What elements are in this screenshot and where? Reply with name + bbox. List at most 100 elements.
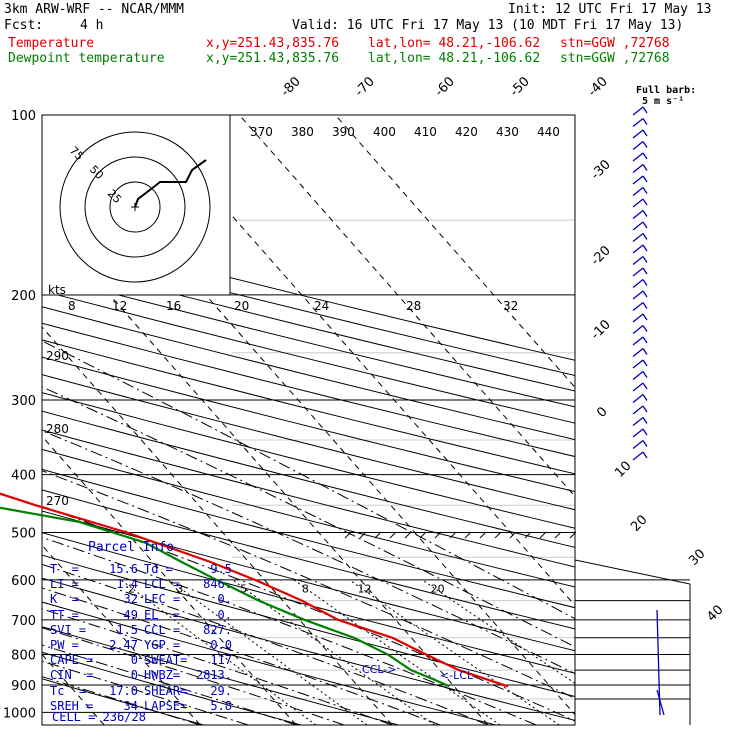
wind-barb-flag (642, 405, 648, 413)
wind-barb-flag (642, 290, 648, 298)
legend-temperature: Temperature (8, 36, 95, 51)
wind-barb-flag (642, 198, 648, 206)
speed-tick-label: 12 (112, 299, 127, 313)
wind-barb-flag (642, 106, 648, 114)
barb-key-title: Full barb: (636, 85, 697, 96)
wind-barb-flag (642, 279, 648, 286)
parcel-label: Td = (144, 562, 173, 576)
wind-barb-flag (642, 221, 648, 229)
speed-tick-label: 16 (166, 299, 181, 313)
level-tick (539, 531, 547, 539)
wind-barb (632, 451, 644, 461)
wind-barb-flag (642, 371, 648, 378)
level-tick (419, 531, 427, 539)
parcel-label: CAPE = (50, 653, 94, 668)
wind-barb (632, 359, 644, 369)
parcel-label: CIN = (50, 668, 94, 683)
wind-barb-flag (642, 152, 648, 160)
parcel-value: 0.0 (210, 638, 232, 652)
mixing-ratio-line (232, 579, 435, 725)
dry-adiabat (42, 306, 575, 441)
dry-adiabat (42, 448, 575, 588)
isotherm-line (42, 217, 489, 725)
lcl-annotation: <-LCL (440, 669, 474, 682)
isotherms (42, 115, 575, 725)
parcel-label: HWBZ= (144, 668, 181, 683)
parcel-value: 29. (210, 683, 232, 698)
theta-label: 290 (46, 349, 69, 363)
mixing-ratio-line (293, 579, 501, 725)
wind-barb (632, 255, 644, 266)
parcel-label: SHEAR= (144, 683, 188, 698)
theta-e-label: 440 (537, 125, 560, 139)
theta-e-label: 420 (455, 125, 478, 139)
dry-adiabat (42, 274, 575, 408)
dry-adiabat (42, 577, 575, 721)
dry-adiabat (42, 259, 575, 392)
isotherm-label: 10 (612, 459, 634, 481)
dew-latlon: lat,lon= 48.21,-106.62 (368, 51, 541, 66)
wind-barb (632, 382, 644, 392)
wind-barb (632, 313, 644, 323)
parcel-label: K = (50, 592, 79, 607)
mixing-ratio-label: 12 (357, 582, 371, 595)
wind-barb-flag (642, 336, 648, 344)
moist-adiabat (42, 386, 575, 648)
parcel-label: EL = (144, 607, 181, 622)
mixing-ratio-line (421, 579, 575, 684)
mixing-ratio-line (120, 579, 317, 725)
parcel-info-title: Parcel Info (88, 540, 175, 555)
moist-adiabat (42, 627, 345, 725)
pressure-tick-label: 600 (11, 574, 36, 589)
wind-barb-flag (642, 164, 648, 171)
wind-barb (632, 186, 644, 197)
mixing-ratio-lines (120, 579, 575, 725)
wind-barb-flag (642, 267, 648, 275)
parcel-value: 17.0 (109, 683, 138, 698)
wind-barb (632, 244, 644, 254)
mixing-ratio-label: 5 (240, 582, 247, 595)
barb-key-unit: 5 m s⁻¹ (642, 96, 685, 107)
mixing-ratio-label: 3 (176, 582, 183, 595)
valid-time: Valid: 16 UTC Fri 17 May 13 (10 MDT Fri … (292, 18, 684, 33)
dry-adiabat (42, 626, 399, 725)
pressure-tick-label: 1000 (3, 706, 36, 721)
mixing-ratio-label: 20 (431, 582, 445, 595)
wind-barb (632, 405, 644, 415)
wind-barb-flag (642, 325, 648, 332)
speed-tick-label: 32 (503, 299, 518, 313)
sounding-series: CCL-> <-LCL (0, 492, 509, 688)
parcel-value: 0 (130, 653, 138, 668)
parcel-value: 49 (123, 607, 138, 622)
wind-barb-flag (642, 302, 648, 309)
wind-barb-flag (642, 313, 648, 321)
pressure-tick-label: 900 (11, 679, 36, 694)
parcel-label: SWEAT= (144, 653, 188, 668)
temp-latlon: lat,lon= 48.21,-106.62 (368, 36, 541, 51)
pressure-tick-label: 700 (11, 614, 36, 629)
pressure-tick-label: 300 (11, 394, 36, 409)
isotherm-label: -10 (588, 317, 614, 343)
mixing-ratio-label: 2 (128, 582, 135, 595)
wind-barb (632, 347, 644, 358)
parcel-label: LI = (50, 577, 79, 592)
isotherm-line (42, 326, 393, 725)
mixing-ratio-label: 8 (302, 582, 309, 595)
moist-adiabat (42, 505, 575, 722)
parcel-value: 0 (130, 668, 138, 683)
dry-adiabat (42, 532, 575, 674)
level-tick (344, 531, 352, 539)
wind-barb-flag (642, 175, 648, 183)
dry-adiabat (42, 489, 575, 630)
level-tick (554, 531, 562, 539)
hodograph-ring (109, 181, 161, 233)
ccl-annotation: CCL-> (362, 663, 396, 676)
dry-adiabat (42, 356, 575, 493)
level-tick (494, 531, 502, 539)
temp-stn: stn=GGW ,72768 (560, 36, 670, 51)
wind-barb (632, 278, 644, 289)
theta-e-label: 390 (332, 125, 355, 139)
level-tick (509, 531, 517, 539)
parcel-label: SREH = (50, 698, 94, 713)
speed-tick-label: 20 (234, 299, 249, 313)
